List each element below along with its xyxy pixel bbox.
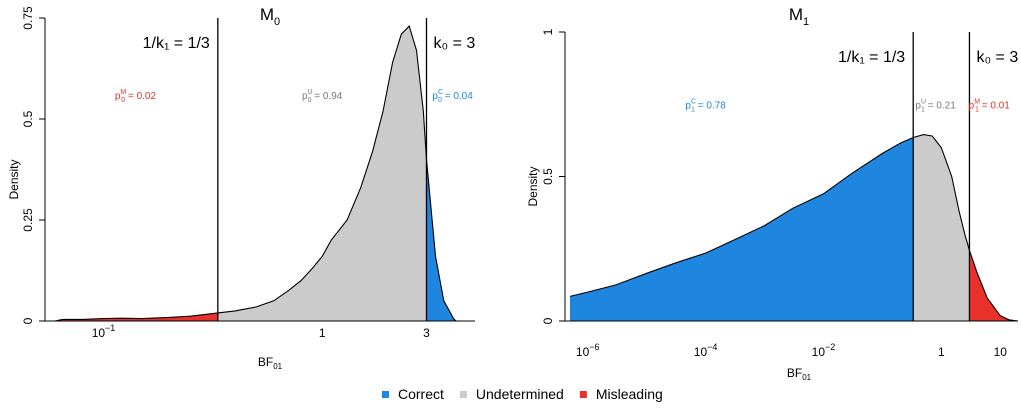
legend-swatch-undetermined bbox=[459, 391, 467, 398]
c0-threshold-label-1: k₀ = 3 bbox=[433, 35, 475, 52]
c0-y-label: Density bbox=[7, 159, 21, 199]
c0-region-undetermined bbox=[217, 26, 427, 321]
c0-density-line bbox=[54, 25, 457, 322]
c1-x-tick-label-3: 1 bbox=[938, 345, 945, 359]
c0-threshold-label-0: 1/k₁ = 1/3 bbox=[143, 35, 210, 52]
legend-swatch-correct bbox=[382, 391, 389, 398]
c1-threshold-label-1: k₀ = 3 bbox=[976, 49, 1018, 66]
c0-y-tick-label-3: 0.75 bbox=[21, 6, 35, 30]
c0-x-tick-label-1: 1 bbox=[319, 326, 326, 340]
c1-region-misleading bbox=[969, 250, 1018, 321]
c1-annotation-2: pM 1 = 0.01 bbox=[969, 98, 1011, 113]
legend-label-correct: Correct bbox=[398, 386, 444, 402]
c0-x-label: BF01 bbox=[258, 355, 283, 371]
c1-x-tick-label-0: 10−6 bbox=[576, 342, 600, 359]
legend-swatch-misleading bbox=[579, 391, 587, 398]
c0-title: M0 bbox=[260, 5, 280, 28]
legend: Correct Undetermined Misleading bbox=[382, 386, 663, 402]
c1-x-tick-label-1: 10−4 bbox=[694, 342, 718, 359]
c1-annotation-0: pC 1 = 0.78 bbox=[685, 98, 726, 113]
c0-annotation-0: pM 0 = 0.02 bbox=[115, 89, 157, 104]
c1-x-tick-label-2: 10−2 bbox=[812, 342, 836, 359]
c0-y-tick-label-0: 0 bbox=[21, 317, 35, 324]
c1-x-tick-label-4: 10 bbox=[994, 345, 1008, 359]
c1-y-tick-label-0: 0 bbox=[541, 317, 555, 324]
c1-density-line bbox=[569, 134, 1019, 322]
c1-y-tick-label-2: 1 bbox=[541, 28, 555, 35]
c0-annotation-2: pC 0 = 0.04 bbox=[432, 89, 473, 104]
panel-m1: 1/k₁ = 1/3 k₀ = 3 0 0.5 1 Density 10−6 10−4 10−2… bbox=[526, 5, 1018, 382]
c1-x-label: BF01 bbox=[787, 366, 812, 382]
c1-region-correct bbox=[570, 137, 914, 321]
c0-x-tick-label-2: 3 bbox=[423, 326, 430, 340]
c0-y-tick-label-2: 0.5 bbox=[21, 110, 35, 127]
c1-threshold-label-0: 1/k₁ = 1/3 bbox=[838, 49, 905, 66]
c1-annotation-1: pU 1 = 0.21 bbox=[915, 98, 956, 113]
legend-label-misleading: Misleading bbox=[596, 386, 663, 402]
c0-x-tick-label-0: 10−1 bbox=[92, 323, 116, 340]
c0-region-correct bbox=[426, 159, 457, 321]
c1-y-label: Density bbox=[526, 166, 540, 206]
c0-y-tick-label-1: 0.25 bbox=[21, 208, 35, 232]
c0-annotation-1: pU 0 = 0.94 bbox=[302, 89, 343, 104]
c1-title: M1 bbox=[789, 5, 809, 28]
c1-region-undetermined bbox=[913, 134, 970, 321]
c1-y-tick-label-1: 0.5 bbox=[541, 168, 555, 185]
legend-label-undetermined: Undetermined bbox=[476, 386, 564, 402]
panel-m0: 1/k₁ = 1/3 k₀ = 3 0 0.25 0.5 0.75 Density 10−1 1… bbox=[7, 5, 475, 371]
